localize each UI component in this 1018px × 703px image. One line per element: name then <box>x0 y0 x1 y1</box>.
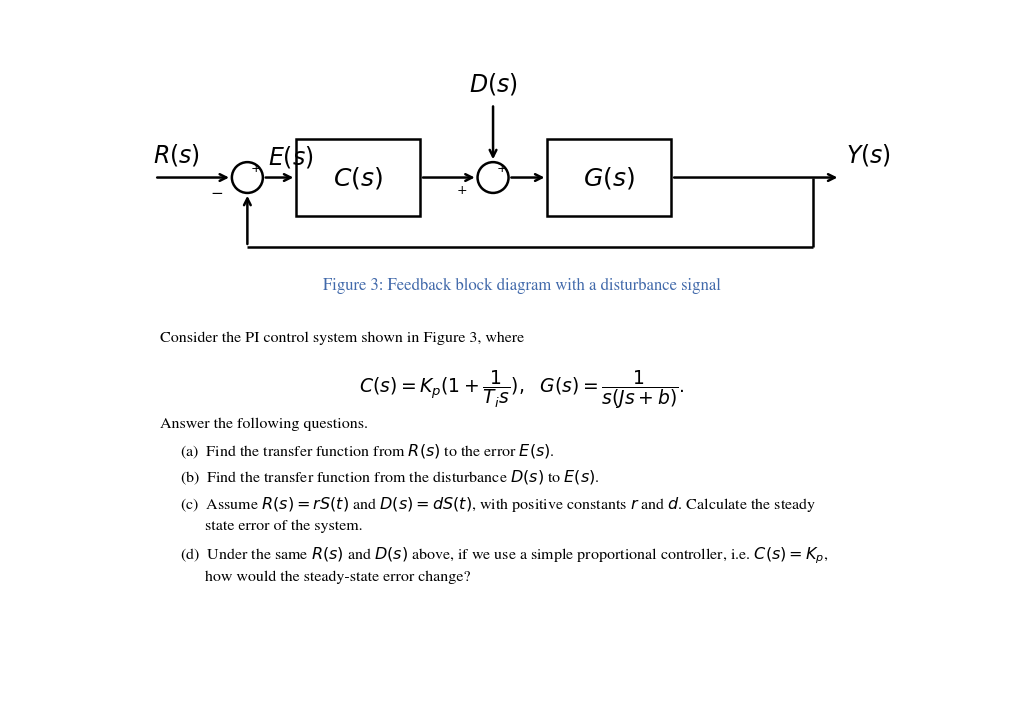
Text: $+$: $+$ <box>456 186 467 198</box>
Text: (c)  Assume $R(s) = rS(t)$ and $D(s) = dS(t)$, with positive constants $r$ and $: (c) Assume $R(s) = rS(t)$ and $D(s) = dS… <box>180 495 816 514</box>
Text: $E(s)$: $E(s)$ <box>268 144 314 170</box>
Bar <box>548 139 671 216</box>
Text: $-$: $-$ <box>210 184 223 199</box>
Text: how would the steady-state error change?: how would the steady-state error change? <box>205 570 470 583</box>
Text: $+$: $+$ <box>250 163 262 175</box>
Text: $C(s)$: $C(s)$ <box>333 165 383 191</box>
Text: Answer the following questions.: Answer the following questions. <box>160 418 367 431</box>
Text: (b)  Find the transfer function from the disturbance $D(s)$ to $E(s)$.: (b) Find the transfer function from the … <box>180 469 600 487</box>
Bar <box>296 139 420 216</box>
Text: (a)  Find the transfer function from $R(s)$ to the error $E(s)$.: (a) Find the transfer function from $R(s… <box>180 442 555 460</box>
Text: Figure 3: Feedback block diagram with a disturbance signal: Figure 3: Feedback block diagram with a … <box>323 278 721 294</box>
Text: $C(s) = K_p(1 + \dfrac{1}{T_i s}),\ \ G(s) = \dfrac{1}{s(Js + b)}.$: $C(s) = K_p(1 + \dfrac{1}{T_i s}),\ \ G(… <box>359 368 684 411</box>
Text: $R(s)$: $R(s)$ <box>153 142 200 168</box>
Text: Consider the PI control system shown in Figure 3, where: Consider the PI control system shown in … <box>160 332 524 345</box>
Text: $G(s)$: $G(s)$ <box>583 165 635 191</box>
Text: (d)  Under the same $R(s)$ and $D(s)$ above, if we use a simple proportional con: (d) Under the same $R(s)$ and $D(s)$ abo… <box>180 546 829 566</box>
Text: $D(s)$: $D(s)$ <box>468 72 517 98</box>
Text: state error of the system.: state error of the system. <box>205 520 362 533</box>
Text: $Y(s)$: $Y(s)$ <box>846 142 892 168</box>
Text: $+$: $+$ <box>496 163 507 175</box>
